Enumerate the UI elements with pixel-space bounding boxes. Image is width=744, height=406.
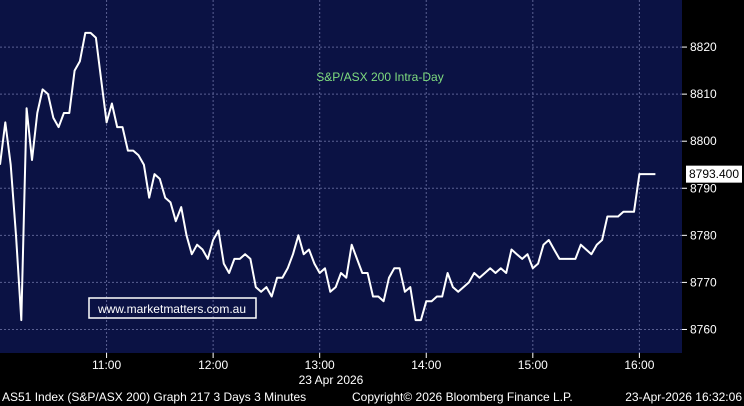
footer-ticker-info: AS51 Index (S&P/ASX 200) Graph 217 3 Day… [2,390,307,404]
x-tick-label: 11:00 [92,358,121,372]
footer-copyright: Copyright© 2026 Bloomberg Finance L.P. [352,390,573,404]
footer-band [0,388,744,406]
x-tick-label: 15:00 [518,358,548,372]
y-tick-label: 8780 [690,228,717,242]
y-tick-label: 8770 [690,275,717,289]
watermark-text: www.marketmatters.com.au [97,302,246,316]
price-line [0,31,656,322]
footer-timestamp: 23-Apr-2026 16:32:06 [625,390,742,404]
x-tick-label: 13:00 [305,358,335,372]
y-tick-label: 8810 [690,87,717,101]
y-tick-label: 8760 [690,322,717,336]
last-value-badge: 8793.400 [686,165,742,183]
y-tick-label: 8820 [690,40,717,54]
y-tick-label: 8800 [690,134,717,148]
last-value-box [686,165,742,183]
watermark-border [88,297,257,319]
date-label: 23 Apr 2026 [299,373,364,387]
chart-title: S&P/ASX 200 Intra-Day [316,70,443,84]
x-tick-label: 16:00 [624,358,654,372]
y-axis: 8760 8770 8780 8790 8800 8810 8820 [682,40,717,336]
y-tick-label: 8790 [690,181,717,195]
last-value-label: 8793.400 [689,167,739,181]
x-tick-label: 14:00 [411,358,441,372]
x-tick-label: 12:00 [198,358,228,372]
x-axis: 11:00 12:00 13:00 14:00 15:00 16:00 [92,353,655,372]
plot-area [0,0,682,353]
watermark-box: www.marketmatters.com.au [88,297,257,319]
